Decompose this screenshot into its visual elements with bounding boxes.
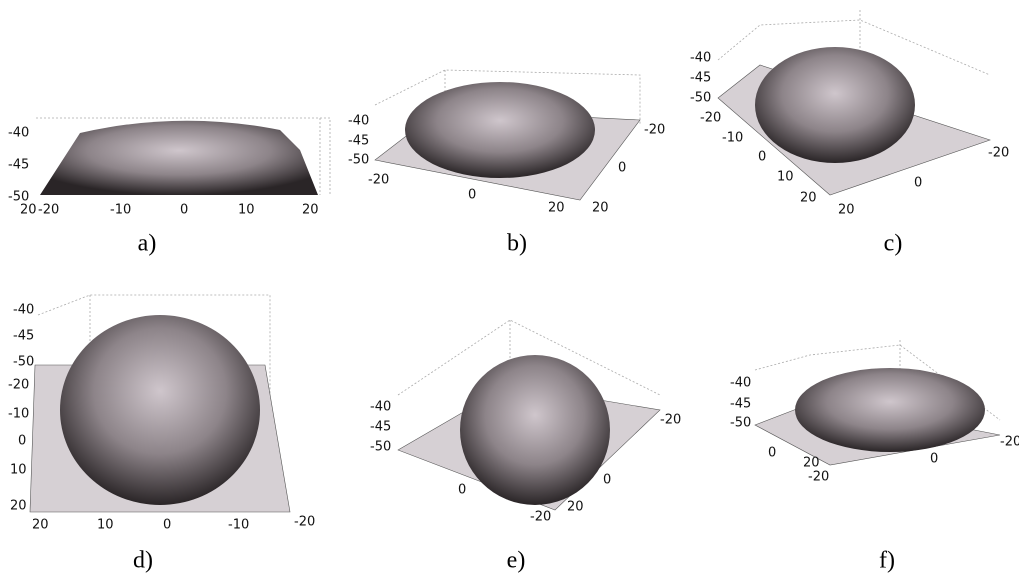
panel-caption: e) — [507, 548, 526, 574]
tick-label: -10 — [722, 131, 743, 146]
tick-label: 0 — [180, 203, 188, 218]
tick-label: 20 — [803, 456, 820, 471]
tick-label: 20 — [800, 191, 817, 206]
panel-e — [397, 319, 661, 511]
tick-label: -45 — [8, 158, 29, 173]
panel-caption: d) — [133, 548, 153, 574]
tick-label: 20 — [32, 518, 49, 533]
panel-f — [754, 340, 1001, 466]
tick-label: 20 — [10, 499, 27, 514]
tick-label: 0 — [18, 434, 26, 449]
tick-label: -20 — [660, 413, 681, 428]
tick-label: -45 — [13, 329, 34, 344]
tick-label: 0 — [163, 518, 171, 533]
tick-label: 0 — [758, 150, 766, 165]
tick-label: 0 — [930, 452, 938, 467]
tick-label: -50 — [730, 416, 751, 431]
tick-label: -10 — [8, 407, 29, 422]
panel-d — [29, 294, 291, 513]
tick-label: -20 — [644, 123, 665, 138]
tick-label: -40 — [690, 51, 711, 66]
tick-label: 20 — [567, 500, 584, 515]
tick-label: -20 — [988, 146, 1009, 161]
surface — [60, 315, 260, 505]
tick-label: -40 — [730, 376, 751, 391]
tick-label: 0 — [458, 483, 466, 498]
panel-c — [717, 10, 991, 196]
tick-label: 20 — [548, 201, 565, 216]
tick-label: -20 — [368, 173, 389, 188]
tick-label: -45 — [370, 420, 391, 435]
tick-label: 20 — [838, 203, 855, 218]
tick-label: -45 — [730, 397, 751, 412]
tick-label: -50 — [13, 355, 34, 370]
panel-caption: b) — [507, 231, 527, 257]
tick-label: 0 — [468, 188, 476, 203]
tick-label: -45 — [690, 71, 711, 86]
tick-label: 0 — [768, 446, 776, 461]
surface — [40, 120, 318, 195]
surface — [795, 368, 985, 452]
tick-label: 0 — [603, 473, 611, 488]
tick-label: 20 — [20, 203, 37, 218]
tick-label: 20 — [302, 203, 319, 218]
panel-caption: c) — [884, 231, 903, 257]
tick-label: -50 — [8, 190, 29, 205]
tick-label: 0 — [618, 161, 626, 176]
tick-label: -20 — [294, 515, 315, 530]
panel-caption: f) — [879, 548, 895, 574]
tick-label: 20 — [592, 201, 609, 216]
tick-label: -50 — [370, 440, 391, 455]
tick-label: -20 — [8, 378, 29, 393]
panel-b — [374, 69, 641, 201]
tick-label: -20 — [808, 470, 829, 485]
tick-label: 10 — [97, 518, 114, 533]
tick-label: -40 — [8, 126, 29, 141]
tick-label: -50 — [348, 153, 369, 168]
tick-label: -50 — [690, 91, 711, 106]
tick-label: -40 — [13, 303, 34, 318]
tick-label: -40 — [370, 400, 391, 415]
tick-label: -45 — [348, 134, 369, 149]
tick-label: -20 — [38, 203, 59, 218]
tick-label: 10 — [238, 203, 255, 218]
tick-label: 0 — [914, 176, 922, 191]
tick-label: -20 — [1000, 435, 1019, 450]
panel-caption: a) — [138, 231, 157, 257]
tick-label: -40 — [348, 114, 369, 129]
panel-a — [36, 117, 331, 195]
surface — [460, 355, 610, 505]
tick-label: 10 — [777, 170, 794, 185]
tick-label: -10 — [110, 203, 131, 218]
tick-label: -10 — [228, 518, 249, 533]
tick-label: -20 — [530, 510, 551, 525]
tick-label: -20 — [700, 111, 721, 126]
surface — [755, 47, 915, 163]
surface — [405, 82, 595, 178]
tick-label: 10 — [10, 463, 27, 478]
